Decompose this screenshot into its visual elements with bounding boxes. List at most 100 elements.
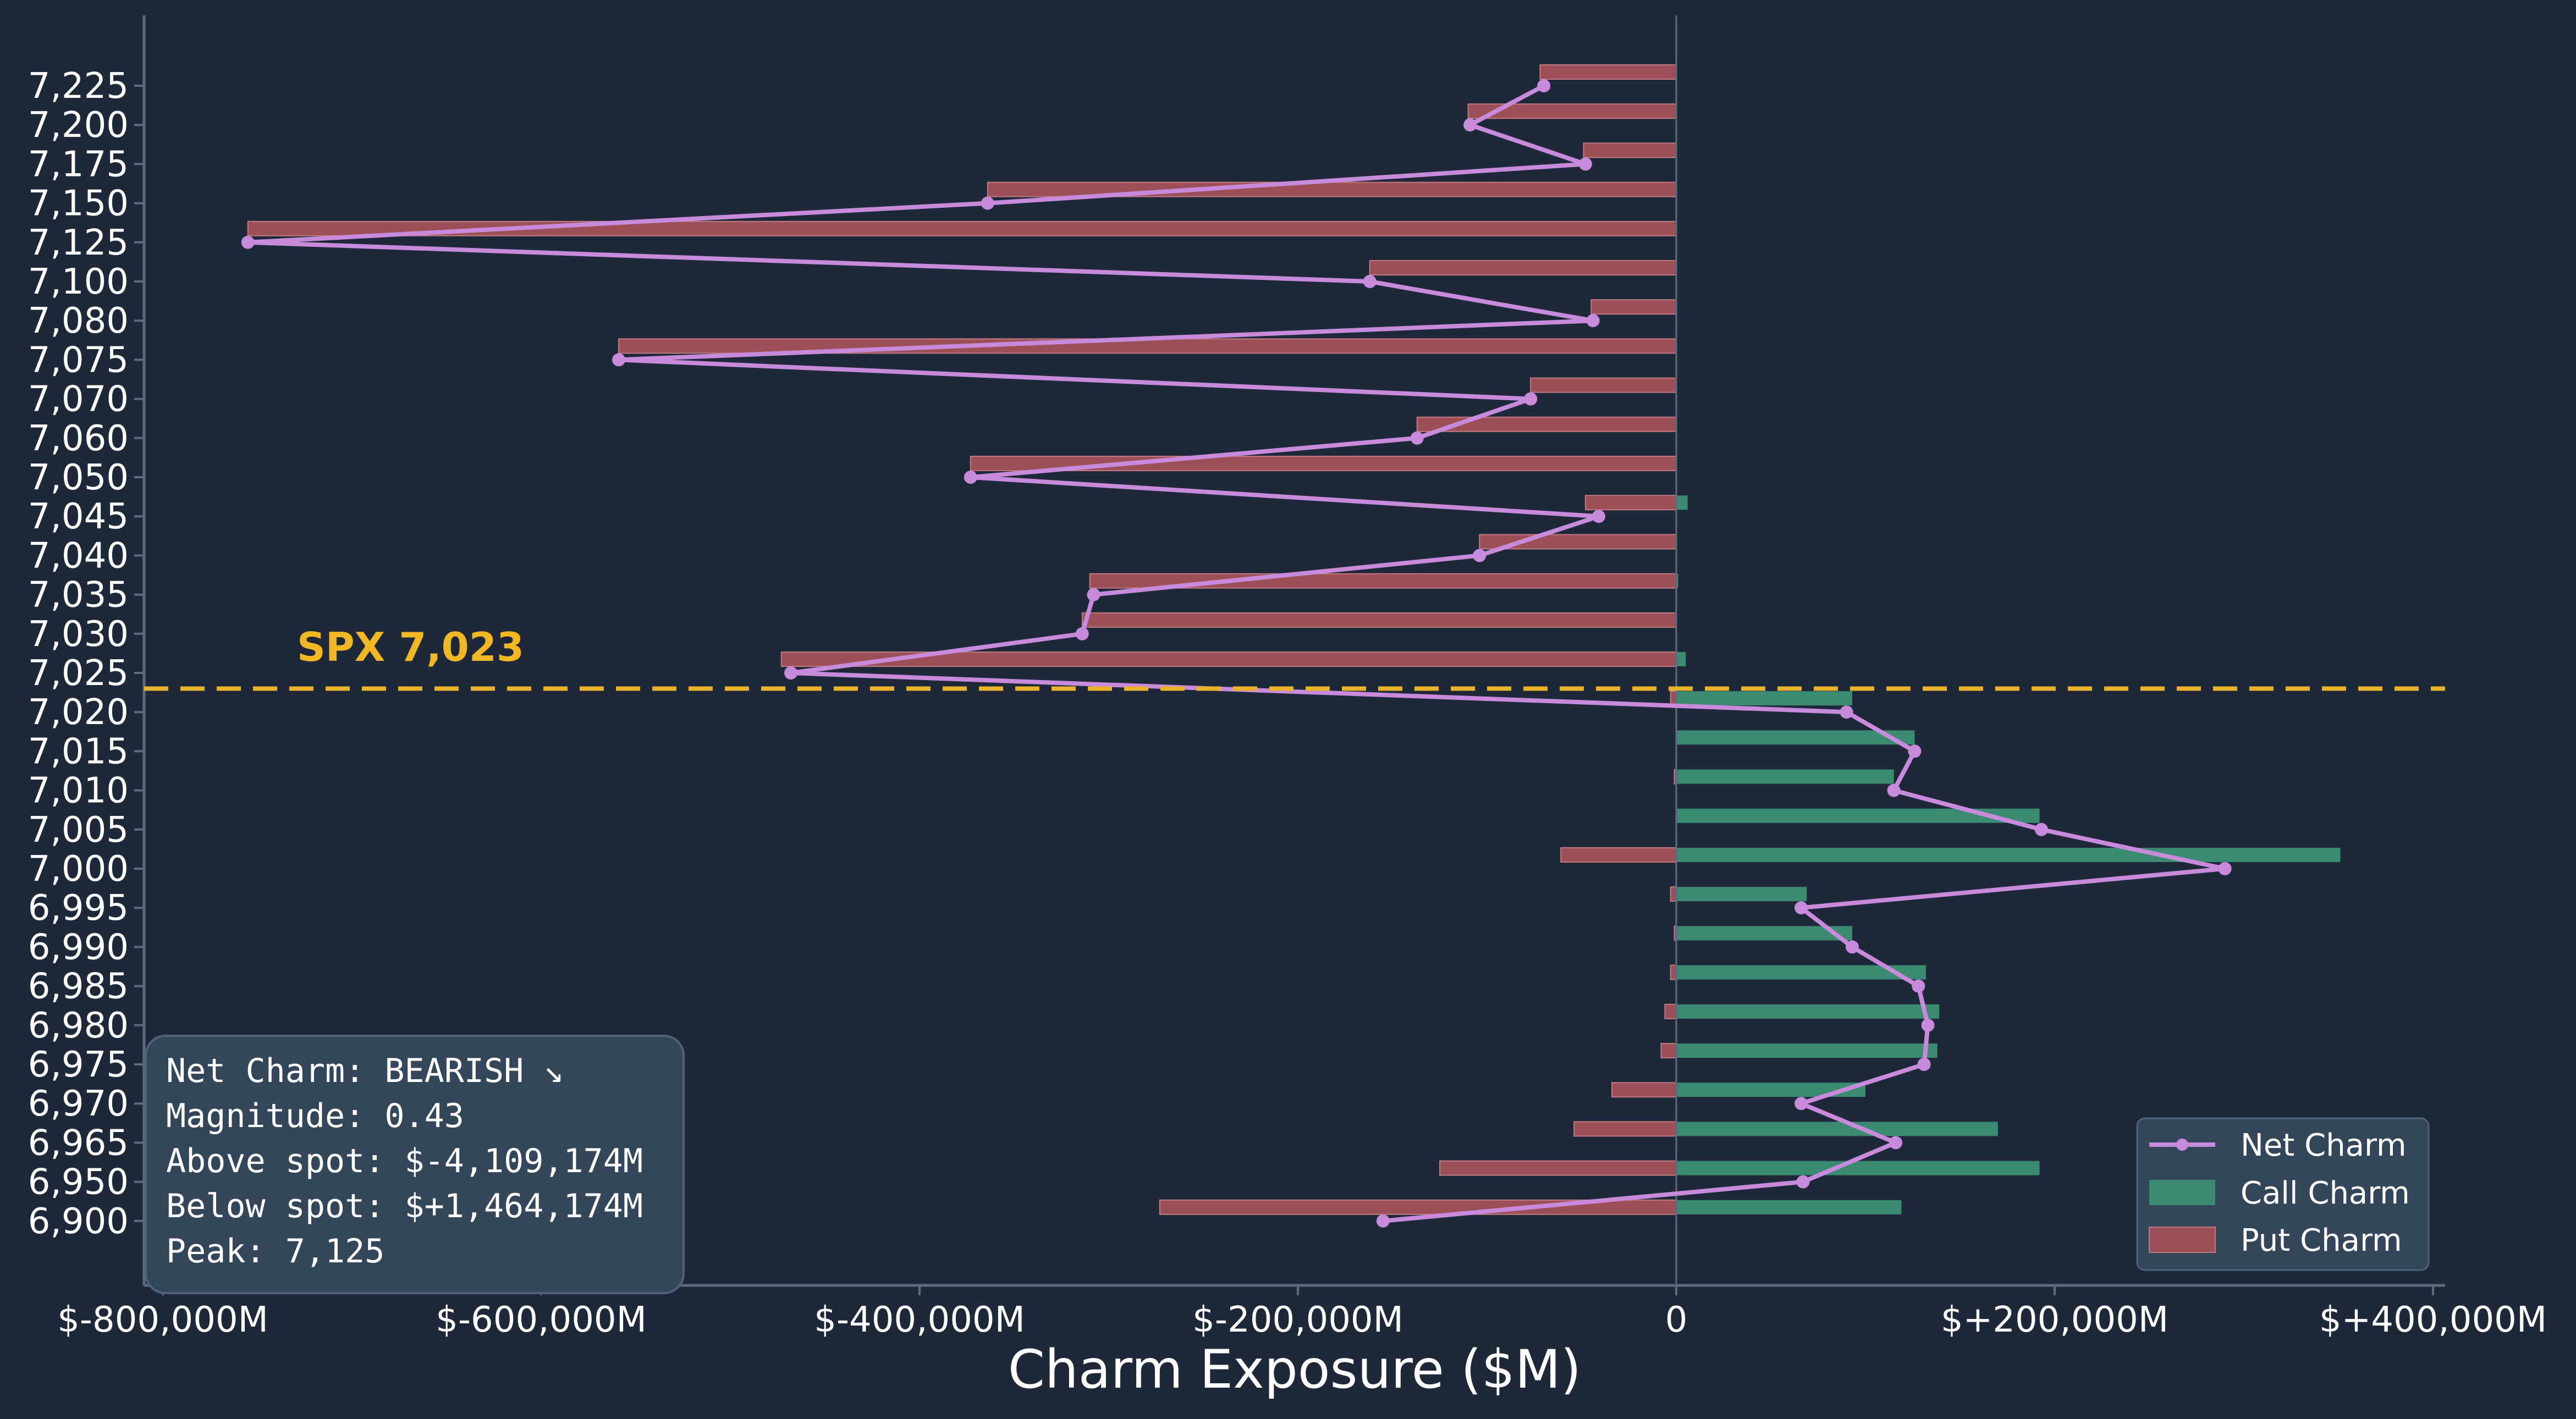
y-tick-label: 7,060 <box>28 418 129 459</box>
net-charm-point <box>241 235 255 249</box>
net-charm-point <box>1537 79 1551 92</box>
y-tick-label: 7,200 <box>28 105 129 146</box>
put-charm-bar <box>1670 691 1677 706</box>
y-tick-label: 6,990 <box>28 927 129 968</box>
put-charm-bar <box>1583 142 1677 158</box>
y-tick-label: 6,970 <box>28 1084 129 1124</box>
x-tick-label: $-400,000M <box>814 1300 1025 1340</box>
y-tick-label: 7,100 <box>28 262 129 302</box>
info-above-spot: Above spot: $-4,109,174M <box>166 1142 643 1180</box>
net-charm-point <box>1473 549 1487 562</box>
x-ticks: $-800,000M $-600,000M $-400,000M $-200,000M… <box>57 1285 2547 1340</box>
net-charm-point <box>2218 862 2232 875</box>
y-tick-label: 7,005 <box>28 810 129 851</box>
x-tick-label: 0 <box>1665 1300 1688 1340</box>
call-charm-bar <box>1676 1161 2040 1175</box>
y-tick-label: 6,965 <box>28 1123 129 1163</box>
y-tick-label: 7,080 <box>28 301 129 341</box>
put-charm-bar <box>1670 886 1677 902</box>
put-charm-bar <box>1660 1043 1677 1058</box>
y-tick-label: 6,950 <box>28 1162 129 1203</box>
info-box-background <box>145 1035 685 1294</box>
y-tick-label: 6,900 <box>28 1201 129 1242</box>
net-charm-point <box>1578 157 1592 171</box>
call-charm-bar <box>1676 1004 1940 1019</box>
y-tick-label: 7,010 <box>28 771 129 811</box>
put-charm-bar <box>1369 260 1677 275</box>
net-charm-point <box>1796 1175 1810 1189</box>
put-charm-bar <box>1560 847 1677 863</box>
put-charm-bar <box>247 220 1677 236</box>
call-charm-bar <box>1676 495 1688 510</box>
call-charm-bar <box>1676 691 1852 706</box>
y-tick-label: 7,020 <box>28 692 129 733</box>
call-charm-bar <box>1676 730 1915 745</box>
bars-layer <box>247 64 2341 1215</box>
legend-put-charm-label: Put Charm <box>2241 1223 2402 1258</box>
net-charm-point <box>981 196 994 210</box>
net-charm-point <box>964 471 977 484</box>
info-net-charm: Net Charm: BEARISH ↘ <box>166 1052 563 1090</box>
info-below-spot: Below spot: $+1,464,174M <box>166 1187 643 1225</box>
info-magnitude: Magnitude: 0.43 <box>166 1097 464 1135</box>
net-charm-point <box>1075 627 1089 641</box>
net-charm-point <box>1592 510 1605 523</box>
net-charm-point <box>1586 314 1600 328</box>
net-charm-point <box>784 666 798 680</box>
y-tick-label: 7,030 <box>28 614 129 655</box>
call-charm-bar <box>1676 1043 1937 1058</box>
y-tick-label: 7,075 <box>28 340 129 380</box>
call-charm-bar <box>1676 848 2341 862</box>
net-charm-point <box>1889 1136 1903 1150</box>
put-charm-bar <box>1467 103 1677 119</box>
net-charm-point <box>1887 783 1901 797</box>
y-tick-label: 6,980 <box>28 1006 129 1046</box>
y-tick-label: 7,070 <box>28 379 129 420</box>
y-tick-label: 7,150 <box>28 184 129 224</box>
spot-price-label: SPX 7,023 <box>297 624 524 670</box>
net-charm-point <box>1087 588 1100 601</box>
net-charm-point <box>1795 1097 1808 1111</box>
legend-net-charm-marker <box>2176 1139 2188 1151</box>
call-charm-bar <box>1676 887 1807 902</box>
net-charm-line-layer <box>241 79 2232 1228</box>
call-charm-bar <box>1676 573 1678 588</box>
call-charm-bar <box>1676 926 1852 941</box>
y-tick-label: 6,975 <box>28 1045 129 1085</box>
y-tick-label: 7,045 <box>28 496 129 537</box>
legend-put-charm-swatch <box>2149 1227 2216 1253</box>
x-tick-label: $-200,000M <box>1192 1300 1403 1340</box>
net-charm-point <box>2034 822 2048 836</box>
y-tick-label: 7,025 <box>28 653 129 694</box>
net-charm-point <box>612 353 626 367</box>
call-charm-bar <box>1676 652 1686 666</box>
put-charm-bar <box>1670 964 1677 980</box>
legend: Net Charm Call Charm Put Charm <box>2136 1117 2430 1271</box>
x-axis-label: Charm Exposure ($M) <box>1008 1339 1581 1400</box>
legend-net-charm-label: Net Charm <box>2241 1128 2407 1163</box>
net-charm-point <box>1840 705 1853 719</box>
put-charm-bar <box>1539 64 1677 80</box>
y-tick-label: 6,995 <box>28 888 129 929</box>
y-tick-label: 6,985 <box>28 967 129 1007</box>
x-tick-label: $-800,000M <box>57 1300 268 1340</box>
call-charm-bar <box>1676 1122 1998 1136</box>
y-tick-label: 7,015 <box>28 731 129 772</box>
net-charm-point <box>1795 901 1808 915</box>
net-charm-point <box>1524 392 1538 406</box>
legend-call-charm-swatch <box>2149 1180 2215 1205</box>
call-charm-bar <box>1676 1200 1902 1214</box>
net-charm-point <box>1912 979 1925 993</box>
y-tick-label: 7,040 <box>28 535 129 576</box>
net-charm-point <box>1363 275 1377 288</box>
y-tick-label: 7,000 <box>28 849 129 890</box>
net-charm-point <box>1917 1058 1931 1071</box>
net-charm-point <box>1908 744 1922 758</box>
x-tick-label: $+200,000M <box>1941 1300 2168 1340</box>
legend-call-charm-label: Call Charm <box>2241 1175 2410 1211</box>
y-tick-label: 7,125 <box>28 223 129 263</box>
y-tick-label: 7,225 <box>28 66 129 107</box>
put-charm-bar <box>1611 1082 1677 1098</box>
